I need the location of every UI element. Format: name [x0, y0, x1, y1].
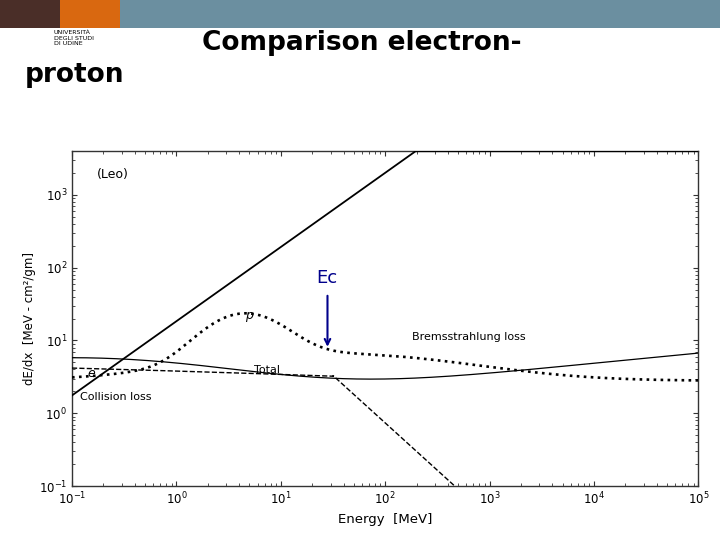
Bar [120, 0, 720, 28]
Text: Collision loss: Collision loss [80, 393, 152, 402]
Y-axis label: dE/dx  [MeV - cm²/gm]: dE/dx [MeV - cm²/gm] [23, 252, 36, 385]
Text: Comparison electron-: Comparison electron- [202, 30, 521, 56]
Text: p: p [245, 308, 253, 322]
Bar [0, 0, 60, 28]
Text: (Leo): (Leo) [97, 168, 129, 181]
Bar [60, 0, 120, 28]
Text: Bremsstrahlung loss: Bremsstrahlung loss [412, 333, 526, 342]
X-axis label: Energy  [MeV]: Energy [MeV] [338, 513, 433, 526]
Text: e: e [87, 367, 95, 380]
Text: UNIVERSITÀ
DEGLI STUDI
DI UDINE: UNIVERSITÀ DEGLI STUDI DI UDINE [54, 30, 94, 46]
Text: Ec: Ec [317, 268, 338, 287]
Text: Total: Total [253, 365, 279, 375]
Text: proton: proton [25, 62, 125, 88]
